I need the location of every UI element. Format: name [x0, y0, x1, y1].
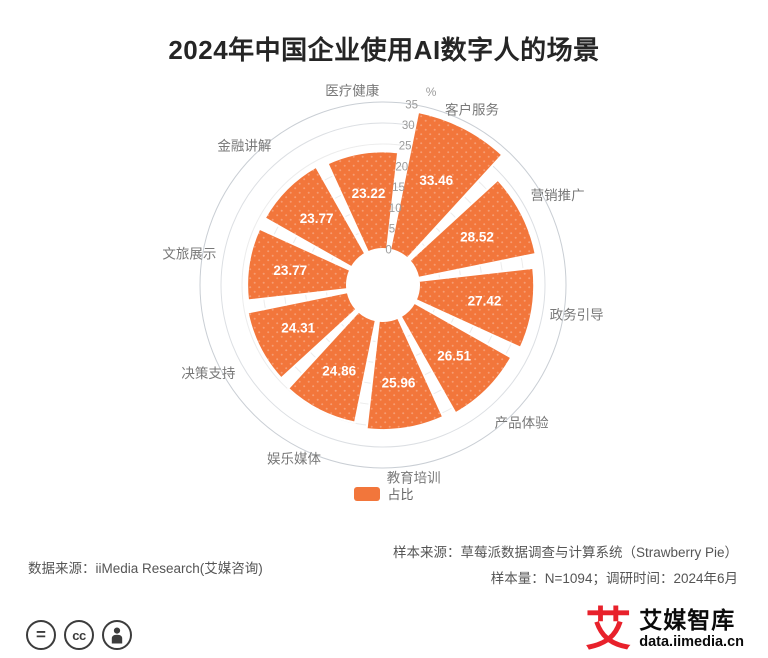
chart-slice[interactable] — [287, 310, 377, 424]
data-source-text: 数据来源：iiMedia Research(艾媒咨询) — [28, 561, 263, 576]
brand-name: 艾媒智库 — [639, 607, 736, 634]
brand-url: data.iimedia.cn — [639, 633, 744, 650]
axis-tick-label: 30 — [402, 120, 415, 132]
category-label: 教育培训 — [387, 471, 441, 486]
legend[interactable]: 占比 — [0, 484, 768, 503]
category-label: 医疗健康 — [325, 82, 379, 98]
axis-unit-label: % — [426, 85, 437, 99]
page-title: 2024年中国企业使用AI数字人的场景 — [168, 35, 600, 65]
grid-circle — [220, 122, 546, 448]
category-label: 娱乐媒体 — [267, 452, 321, 467]
axis-tick-label: 0 — [385, 244, 391, 256]
brand-logo-mark: 艾 — [585, 603, 632, 655]
person-icon — [102, 620, 132, 650]
category-label: 客户服务 — [445, 101, 499, 117]
axis-tick-label: 10 — [389, 203, 402, 215]
value-label: 23.77 — [273, 263, 307, 278]
value-label: 25.96 — [382, 376, 416, 391]
chart-slice[interactable] — [414, 266, 536, 349]
category-label: 营销推广 — [531, 188, 585, 203]
grid-circle — [199, 101, 567, 469]
category-label: 决策支持 — [181, 365, 235, 381]
axis-tick-label: 25 — [399, 141, 412, 153]
category-label: 产品体验 — [495, 416, 549, 431]
license-icons: = cc — [26, 620, 140, 650]
category-label: 政务引导 — [550, 308, 604, 323]
axis-tick-label: 20 — [395, 162, 408, 174]
legend-label: 占比 — [387, 487, 414, 502]
chart-slice[interactable] — [246, 291, 358, 380]
value-label: 26.51 — [437, 349, 471, 364]
sample-info-text: 样本量：N=1094；调研时间：2024年6月 — [490, 571, 738, 586]
person-glyph — [111, 627, 123, 643]
sample-source-block: 样本来源：草莓派数据调查与计算系统（Strawberry Pie） 样本量：N=… — [393, 540, 738, 592]
sample-source-text: 样本来源：草莓派数据调查与计算系统（Strawberry Pie） — [392, 545, 738, 560]
chart-slice[interactable] — [263, 165, 367, 269]
legend-swatch — [354, 486, 381, 501]
value-label: 24.31 — [281, 321, 315, 336]
value-label: 23.77 — [300, 211, 334, 226]
value-label: 24.86 — [322, 364, 356, 379]
axis-tick-label: 15 — [392, 182, 405, 194]
equals-icon: = — [26, 620, 56, 650]
axis-tick-label: 35 — [405, 99, 418, 111]
chart-slice[interactable] — [389, 111, 504, 260]
rose-chart: 23.22 医疗健康 33.46 客户服务 28.52 营销推广 27.42 政务引导 26.5… — [162, 82, 604, 486]
chart-slice[interactable] — [246, 227, 352, 302]
value-label: 28.52 — [460, 230, 494, 245]
category-label: 金融讲解 — [217, 138, 271, 153]
chart-slice[interactable] — [365, 316, 445, 431]
value-label: 27.42 — [468, 294, 502, 309]
value-label: 23.22 — [352, 186, 386, 201]
chart-slice[interactable] — [399, 301, 513, 415]
axis-tick-label: 5 — [389, 224, 395, 236]
cc-icon: cc — [64, 620, 94, 650]
chart-slice[interactable] — [408, 178, 537, 279]
category-label: 文旅展示 — [162, 246, 216, 261]
chart-slice[interactable] — [326, 150, 400, 254]
brand-logo[interactable]: 艾 艾媒智库 data.iimedia.cn — [585, 606, 744, 652]
value-label: 33.46 — [419, 173, 453, 188]
